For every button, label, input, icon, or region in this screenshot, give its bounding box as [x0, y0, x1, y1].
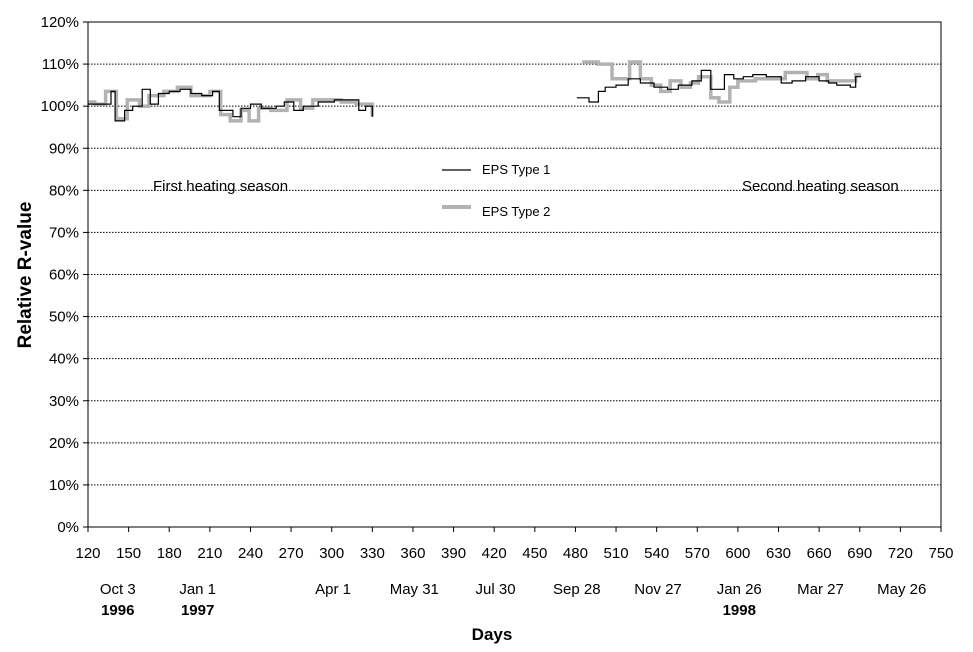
date-label: Jul 30	[476, 581, 516, 598]
date-label: Jan 26	[717, 581, 762, 598]
y-tick-label: 10%	[49, 477, 79, 494]
y-axis-ticks: 0% 10% 20% 30% 40% 50% 60% 70% 80% 90% 100% 110% 120…	[41, 14, 88, 536]
year-label: 1996	[101, 602, 134, 619]
x-tick-label: 540	[644, 545, 669, 562]
y-tick-label: 30%	[49, 393, 79, 410]
date-label: Mar 27	[797, 581, 844, 598]
y-tick-label: 120%	[41, 14, 79, 31]
y-tick-label: 0%	[57, 519, 79, 536]
y-tick-label: 110%	[42, 56, 79, 73]
x-tick-label: 360	[400, 545, 425, 562]
legend-label-eps-type-2: EPS Type 2	[482, 204, 550, 219]
x-tick-label: 120	[75, 545, 100, 562]
y-tick-label: 20%	[49, 435, 79, 452]
x-tick-label: 750	[928, 545, 953, 562]
legend: EPS Type 1 EPS Type 2	[442, 162, 550, 219]
date-label: May 31	[390, 581, 439, 598]
x-tick-label: 210	[197, 545, 222, 562]
y-tick-label: 70%	[49, 224, 79, 241]
y-tick-label: 40%	[49, 351, 79, 368]
x-tick-label: 450	[522, 545, 547, 562]
grid-lines	[88, 63, 941, 486]
series-line-eps-type-2-2	[582, 60, 862, 104]
date-label: Sep 28	[553, 581, 601, 598]
x-tick-label: 390	[441, 545, 466, 562]
x-tick-label: 510	[604, 545, 629, 562]
date-label: Apr 1	[315, 581, 351, 598]
date-labels: Oct 3 Jan 1 Apr 1 May 31 Jul 30 Sep 28 Nov 27 J…	[100, 581, 926, 619]
date-label: Oct 3	[100, 581, 136, 598]
y-tick-label: 80%	[49, 182, 79, 199]
x-tick-label: 690	[847, 545, 872, 562]
year-label: 1997	[181, 602, 214, 619]
series-line-eps-type-1-2	[576, 69, 862, 103]
y-tick-label: 100%	[41, 98, 79, 115]
legend-label-eps-type-1: EPS Type 1	[482, 162, 550, 177]
annotations: First heating season Second heating seaso…	[153, 178, 899, 195]
x-tick-label: 600	[725, 545, 750, 562]
annotation-label: Second heating season	[742, 178, 899, 195]
year-label: 1998	[723, 602, 756, 619]
x-tick-label: 330	[360, 545, 385, 562]
date-label: May 26	[877, 581, 926, 598]
x-tick-label: 480	[563, 545, 588, 562]
date-label: Nov 27	[634, 581, 682, 598]
x-tick-label: 180	[157, 545, 182, 562]
x-tick-label: 300	[319, 545, 344, 562]
x-tick-label: 420	[482, 545, 507, 562]
annotation-label: First heating season	[153, 178, 288, 195]
x-axis-label: Days	[472, 625, 513, 644]
x-tick-label: 240	[238, 545, 263, 562]
series-line-eps-type-2-1	[88, 85, 375, 123]
x-tick-label: 660	[807, 545, 832, 562]
x-tick-label: 570	[685, 545, 710, 562]
y-tick-label: 90%	[49, 140, 79, 157]
x-tick-label: 720	[888, 545, 913, 562]
x-tick-label: 270	[279, 545, 304, 562]
series-line-eps-type-1-1	[88, 88, 373, 122]
y-tick-label: 60%	[49, 267, 79, 284]
date-label: Jan 1	[179, 581, 216, 598]
y-tick-label: 50%	[49, 309, 79, 326]
series-layer	[88, 60, 862, 123]
x-tick-label: 630	[766, 545, 791, 562]
y-axis-label: Relative R-value	[15, 202, 36, 349]
x-axis-ticks: 120 150 180 210 240 270 300 330 360 390 420 450 480 5…	[75, 527, 954, 562]
x-tick-label: 150	[116, 545, 141, 562]
